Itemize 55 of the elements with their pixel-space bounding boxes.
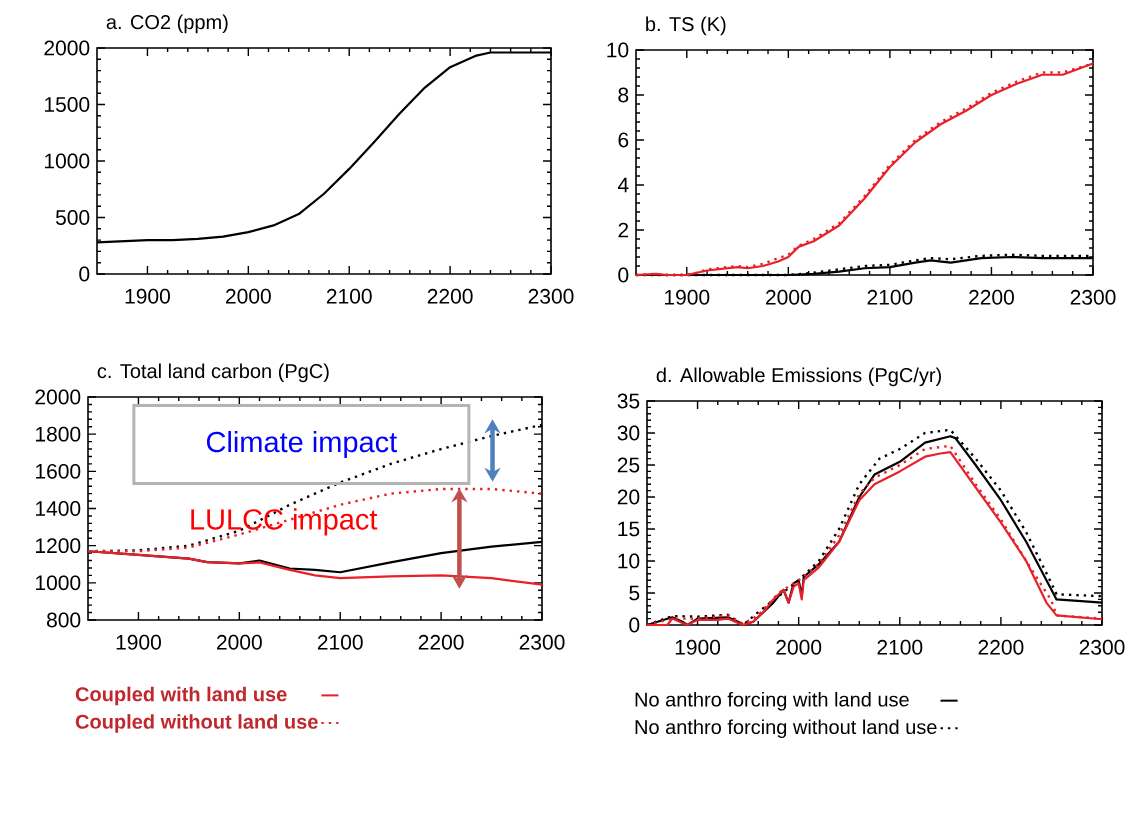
- legend-label: No anthro forcing without land use: [635, 719, 937, 739]
- y-tick-label: 10: [618, 553, 640, 569]
- y-tick-label: 800: [47, 612, 81, 628]
- x-tick-label: 2000: [776, 639, 822, 655]
- x-tick-label: 2000: [766, 289, 811, 305]
- x-tick-label: 2200: [969, 289, 1014, 305]
- chart-title: c. Total land carbon (PgC): [97, 363, 329, 383]
- y-tick-label: 20: [617, 489, 640, 505]
- x-tick-label: 2100: [877, 639, 923, 655]
- x-tick-label: 1900: [116, 634, 161, 650]
- y-tick-label: 5: [629, 585, 640, 601]
- legend-label: Coupled with land use: [75, 686, 287, 706]
- y-tick-label: 0: [79, 266, 90, 282]
- x-tick-label: 2300: [519, 634, 565, 650]
- x-tick-label: 1900: [665, 289, 710, 305]
- x-tick-label: 2300: [528, 288, 574, 304]
- y-tick-label: 35: [617, 393, 640, 409]
- x-tick-label: 2000: [217, 634, 262, 650]
- x-tick-label: 2200: [427, 288, 473, 304]
- y-tick-label: 30: [617, 425, 640, 441]
- x-tick-label: 2200: [418, 634, 464, 650]
- chart-title: b. TS (K): [646, 16, 726, 36]
- x-tick-label: 2300: [1070, 289, 1116, 305]
- x-tick-label: 2200: [978, 639, 1024, 655]
- x-tick-label: 2100: [317, 634, 363, 650]
- y-tick-label: 2: [618, 222, 629, 238]
- y-tick-label: 1500: [45, 97, 90, 112]
- y-tick-label: 0: [618, 267, 629, 283]
- y-tick-label: 4: [617, 177, 629, 193]
- y-tick-label: 1600: [36, 463, 81, 479]
- x-tick-label: 2300: [1079, 639, 1125, 655]
- y-tick-label: 15: [618, 521, 640, 537]
- y-tick-label: 2000: [44, 40, 90, 56]
- y-tick-label: 500: [55, 210, 90, 225]
- x-tick-label: 1900: [675, 639, 721, 655]
- x-tick-label: 2000: [226, 288, 271, 304]
- legend-label: No anthro forcing with land use: [635, 691, 909, 711]
- chart-title: a. CO2 (ppm): [106, 14, 228, 34]
- annotation: Climate impact: [206, 430, 397, 459]
- x-tick-label: 2100: [326, 288, 372, 304]
- x-tick-label: 2100: [867, 289, 913, 305]
- y-tick-label: 1800: [36, 426, 81, 442]
- y-tick-label: 0: [629, 617, 640, 633]
- y-tick-label: 1000: [45, 153, 90, 169]
- y-tick-label: 25: [617, 457, 640, 473]
- y-tick-label: 1400: [36, 501, 81, 516]
- y-tick-label: 1000: [36, 575, 81, 591]
- y-tick-label: 10: [607, 42, 629, 58]
- y-tick-label: 6: [618, 132, 629, 148]
- y-tick-label: 8: [618, 87, 629, 103]
- chart-title: d. Allowable Emissions (PgC/yr): [656, 367, 941, 387]
- x-tick-label: 1900: [125, 288, 170, 304]
- y-tick-label: 2000: [35, 389, 81, 405]
- y-tick-label: 1200: [36, 538, 81, 554]
- legend-label: Coupled without land use: [75, 714, 318, 733]
